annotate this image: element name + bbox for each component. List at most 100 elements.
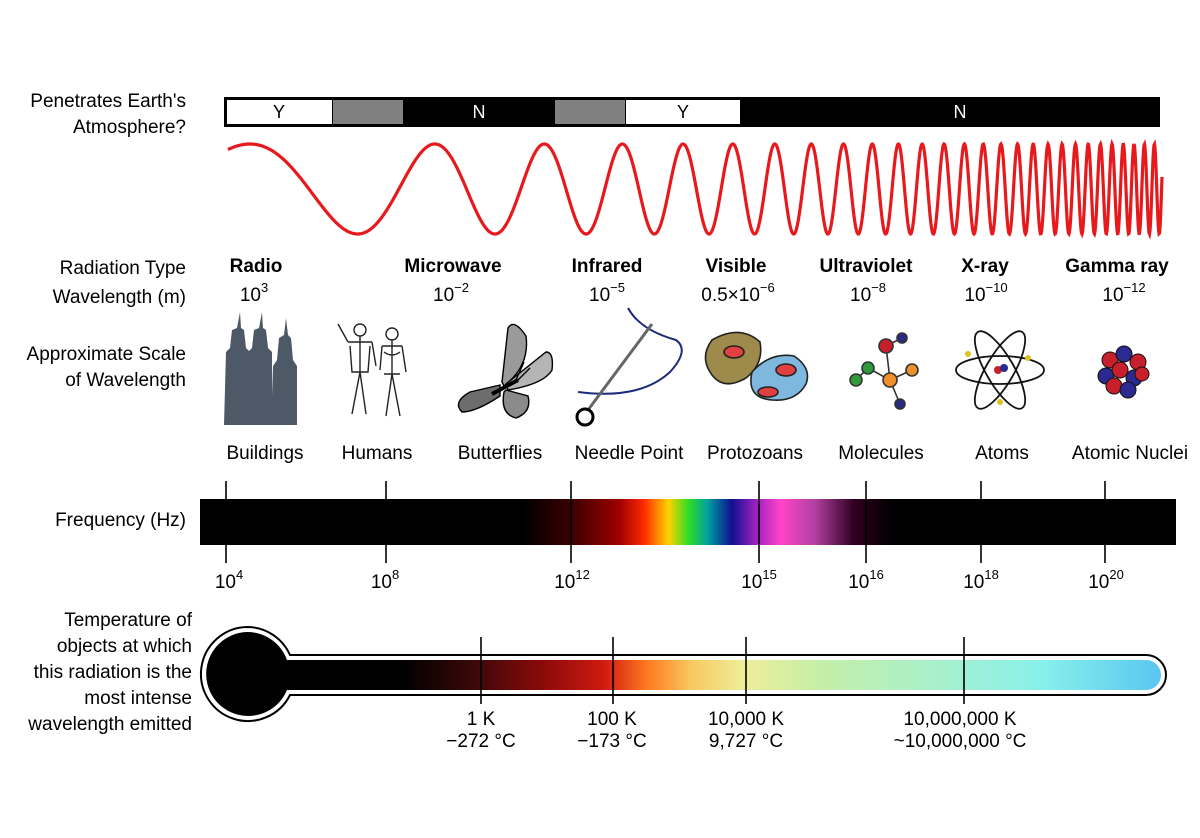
frequency-base: 10	[370, 572, 392, 593]
molecule-icon	[849, 332, 919, 410]
wavelength-exponent: −5	[610, 279, 625, 295]
wavelength-base: 0.5×10	[701, 285, 760, 306]
butterfly-icon	[457, 323, 554, 419]
temperature-celsius: −272 °C	[446, 731, 516, 752]
temperature-kelvin: 10,000 K	[707, 709, 785, 730]
temperature-kelvin: 10,000,000 K	[903, 709, 1017, 730]
wavelength-base: 10	[589, 285, 611, 306]
wavelength-exponent: −10	[985, 279, 1008, 295]
frequency-base: 10	[963, 572, 985, 593]
buildings-icon	[224, 312, 297, 425]
wavelength-exponent: −6	[759, 279, 775, 295]
thermometer-fill	[206, 631, 1161, 716]
scale-label: Approximate Scale of Wavelength	[27, 342, 186, 394]
nucleus-icon	[1097, 345, 1150, 399]
atmosphere-label-3: N	[472, 102, 486, 122]
penetrates-label: Penetrates Earth's Atmosphere?	[30, 89, 186, 141]
atmosphere-segment-5	[626, 100, 740, 124]
atmosphere-segment-1	[227, 100, 332, 124]
wavelength-label: Wavelength (m)	[52, 287, 186, 308]
wavelength-microwave: 10−2	[433, 281, 469, 307]
radiation-type-infrared: Infrared	[571, 256, 643, 277]
wave-line	[227, 138, 1164, 241]
frequency-exponent: 12	[575, 566, 590, 582]
temperature-kelvin: 1 K	[466, 709, 496, 730]
needle-icon	[575, 307, 683, 427]
scale-name-atomic-nuclei: Atomic Nuclei	[1071, 443, 1189, 464]
frequency-exponent: 15	[762, 566, 777, 582]
temperature-tick-2: 100 K −173 °C	[577, 709, 646, 753]
wavelength-exponent: −2	[454, 279, 469, 295]
scale-name-needle-point: Needle Point	[574, 443, 684, 464]
atmosphere-bar	[224, 97, 1160, 127]
frequency-tick-label: 1012	[554, 568, 590, 594]
frequency-label: Frequency (Hz)	[55, 510, 186, 531]
temperature-label-line4: most intense	[84, 688, 192, 709]
wavelength-exponent: −12	[1123, 279, 1146, 295]
frequency-base: 10	[848, 572, 870, 593]
temperature-celsius: ~10,000,000 °C	[893, 731, 1027, 752]
atmosphere-segment-3	[403, 100, 555, 124]
radiation-type-visible: Visible	[705, 256, 767, 277]
scale-name-molecules: Molecules	[838, 443, 924, 464]
wave-illustration	[227, 138, 1164, 241]
wavelength-base: 10	[1102, 285, 1124, 306]
temperature-label-line3: this radiation is the	[33, 662, 192, 683]
radiation-type-gamma: Gamma ray	[1065, 256, 1169, 277]
frequency-base: 10	[214, 572, 236, 593]
radiation-type-microwave: Microwave	[404, 256, 502, 277]
wavelength-exponent: 3	[260, 279, 269, 295]
frequency-base: 10	[1088, 572, 1110, 593]
frequency-base: 10	[741, 572, 763, 593]
wavelength-infrared: 10−5	[589, 281, 625, 307]
atmosphere-segment-2	[333, 100, 403, 124]
frequency-tick-label: 1020	[1088, 568, 1124, 594]
atmosphere-label-5: Y	[676, 102, 690, 122]
frequency-exponent: 20	[1109, 566, 1124, 582]
atmosphere-segment-4	[555, 100, 625, 124]
scale-name-protozoans: Protozoans	[706, 443, 804, 464]
wavelength-exponent: −8	[871, 279, 886, 295]
wavelength-base: 10	[433, 285, 455, 306]
temperature-label-line5: wavelength emitted	[28, 714, 192, 735]
temperature-tick-4: 10,000,000 K ~10,000,000 °C	[894, 709, 1027, 753]
temperature-label: Temperature of objects at which this rad…	[28, 608, 192, 738]
scale-name-humans: Humans	[341, 443, 413, 464]
frequency-exponent: 16	[869, 566, 884, 582]
frequency-exponent: 8	[391, 566, 400, 582]
scale-icons	[224, 307, 1150, 427]
frequency-bar	[200, 481, 1176, 563]
temperature-label-line2: objects at which	[56, 636, 192, 657]
scale-label-line1: Approximate Scale	[26, 344, 186, 365]
temperature-tick-1: 1 K −272 °C	[446, 709, 515, 753]
frequency-tick-label: 108	[370, 568, 399, 594]
wavelength-radio: 103	[240, 281, 268, 307]
humans-icon	[337, 323, 407, 417]
frequency-tick-label: 1018	[963, 568, 999, 594]
temperature-tick-3: 10,000 K 9,727 °C	[708, 709, 784, 753]
temperature-celsius: −173 °C	[577, 731, 647, 752]
frequency-tick-label: 1015	[741, 568, 777, 594]
atmosphere-segment-6	[740, 100, 1157, 124]
atmosphere-label-6: N	[953, 102, 967, 122]
penetrates-label-line1: Penetrates Earth's	[30, 91, 186, 112]
atmosphere-label-1: Y	[272, 102, 286, 122]
protozoan-icon	[704, 331, 809, 401]
frequency-base: 10	[554, 572, 576, 593]
temperature-celsius: 9,727 °C	[708, 731, 784, 752]
frequency-spectrum	[200, 499, 1176, 545]
temperature-kelvin: 100 K	[587, 709, 637, 730]
scale-name-butterflies: Butterflies	[457, 443, 543, 464]
frequency-ticks	[225, 481, 1106, 563]
radiation-type-ultraviolet: Ultraviolet	[819, 256, 913, 277]
scale-name-buildings: Buildings	[226, 443, 304, 464]
scale-label-line2: of Wavelength	[65, 370, 186, 391]
penetrates-label-line2: Atmosphere?	[72, 117, 186, 138]
wavelength-ultraviolet: 10−8	[850, 281, 886, 307]
frequency-exponent: 4	[235, 566, 244, 582]
atom-icon	[955, 330, 1045, 410]
radiation-type-xray: X-ray	[961, 256, 1009, 277]
radiation-type-radio: Radio	[229, 256, 283, 277]
scale-name-atoms: Atoms	[975, 443, 1029, 464]
